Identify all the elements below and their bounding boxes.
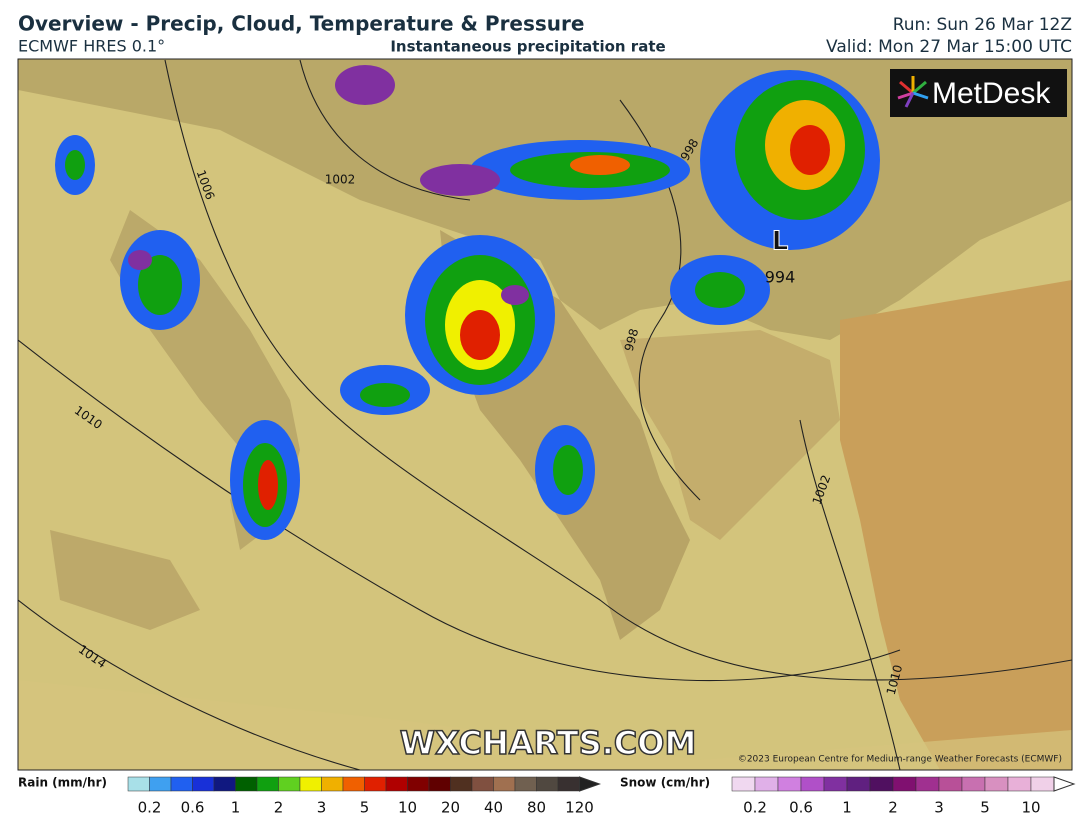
- legend-swatch: [471, 776, 494, 792]
- legend-swatch: [800, 776, 825, 792]
- legend-tick: 0.6: [181, 799, 205, 817]
- legend-swatch: [235, 776, 258, 792]
- legend-arrow: [579, 776, 602, 792]
- legend-swatch: [514, 776, 537, 792]
- run: Run: Sun 26 Mar 12Z: [893, 15, 1072, 35]
- legend-swatch: [321, 776, 344, 792]
- legend-swatch: [364, 776, 387, 792]
- legend-swatch: [1007, 776, 1032, 792]
- legend-swatch: [127, 776, 150, 792]
- legend-swatch: [1030, 776, 1055, 792]
- legend-swatch: [777, 776, 802, 792]
- legend-arrow: [1053, 776, 1076, 792]
- map-frame: [17, 58, 1073, 771]
- legend-swatch: [428, 776, 451, 792]
- legend-swatch: [557, 776, 580, 792]
- map: MetDesk L WXCHARTS.COM ©2023 European Ce…: [17, 58, 1073, 771]
- legend-swatch: [754, 776, 779, 792]
- legend-tick: 80: [527, 799, 546, 817]
- legend-tick: 2: [888, 799, 898, 817]
- legend-title: Snow (cm/hr): [620, 776, 710, 790]
- greece: [620, 330, 840, 540]
- legend-swatch: [192, 776, 215, 792]
- field: Instantaneous precipitation rate: [390, 38, 665, 56]
- legend-tick: 3: [934, 799, 944, 817]
- logo-box: [890, 69, 1067, 117]
- legend-tick: 1: [842, 799, 852, 817]
- legend: Rain (mm/hr) 0.2 0.6 1 2 3 5 10 20 40 80 120 Snow (c…: [18, 776, 1076, 817]
- legend-title: Rain (mm/hr): [18, 776, 107, 790]
- legend-tick: 10: [398, 799, 417, 817]
- isobar-label: 1002: [325, 173, 356, 187]
- legend-swatch: [407, 776, 430, 792]
- legend-swatch: [846, 776, 871, 792]
- legend-swatch: [961, 776, 986, 792]
- legend-swatch: [731, 776, 756, 792]
- legend-tick: 2: [274, 799, 284, 817]
- legend-swatch: [342, 776, 365, 792]
- africa-haze: [18, 680, 1072, 770]
- model: ECMWF HRES 0.1°: [18, 37, 165, 56]
- isobar-label: 998: [622, 327, 641, 353]
- legend-swatch: [892, 776, 917, 792]
- legend-swatch: [299, 776, 322, 792]
- sicily: [50, 530, 200, 630]
- legend-swatch: [869, 776, 894, 792]
- legend-swatch: [256, 776, 279, 792]
- legend-swatch: [915, 776, 940, 792]
- legend-swatch: [984, 776, 1009, 792]
- legend-swatch: [493, 776, 516, 792]
- isobar-label: 994: [765, 268, 796, 287]
- legend-swatch: [170, 776, 193, 792]
- legend-swatch: [823, 776, 848, 792]
- legend-swatch: [536, 776, 559, 792]
- legend-tick: 20: [441, 799, 460, 817]
- precip: [55, 65, 880, 540]
- legend-tick: 0.2: [743, 799, 767, 817]
- turkey: [840, 280, 1072, 770]
- valid: Valid: Mon 27 Mar 15:00 UTC: [826, 37, 1072, 57]
- legend-swatch: [149, 776, 172, 792]
- legend-swatch: [278, 776, 301, 792]
- legend-tick: 40: [484, 799, 503, 817]
- logo: MetDesk: [932, 77, 1051, 110]
- legend-swatch: [385, 776, 408, 792]
- copyright: ©2023 European Centre for Medium-range W…: [738, 755, 1062, 765]
- legend-tick: 0.6: [789, 799, 813, 817]
- legend-tick: 3: [317, 799, 327, 817]
- legend-tick: 1: [231, 799, 241, 817]
- title: Overview - Precip, Cloud, Temperature & …: [18, 12, 584, 36]
- legend-swatch: [938, 776, 963, 792]
- low-label: L: [772, 227, 789, 257]
- legend-swatch: [213, 776, 236, 792]
- legend-tick: 5: [360, 799, 370, 817]
- legend-tick: 5: [980, 799, 990, 817]
- legend-swatch: [450, 776, 473, 792]
- legend-tick: 0.2: [138, 799, 162, 817]
- legend-tick: 10: [1021, 799, 1040, 817]
- watermark: WXCHARTS.COM: [400, 724, 697, 762]
- legend-tick: 120: [565, 799, 594, 817]
- logo-icon: [897, 76, 929, 108]
